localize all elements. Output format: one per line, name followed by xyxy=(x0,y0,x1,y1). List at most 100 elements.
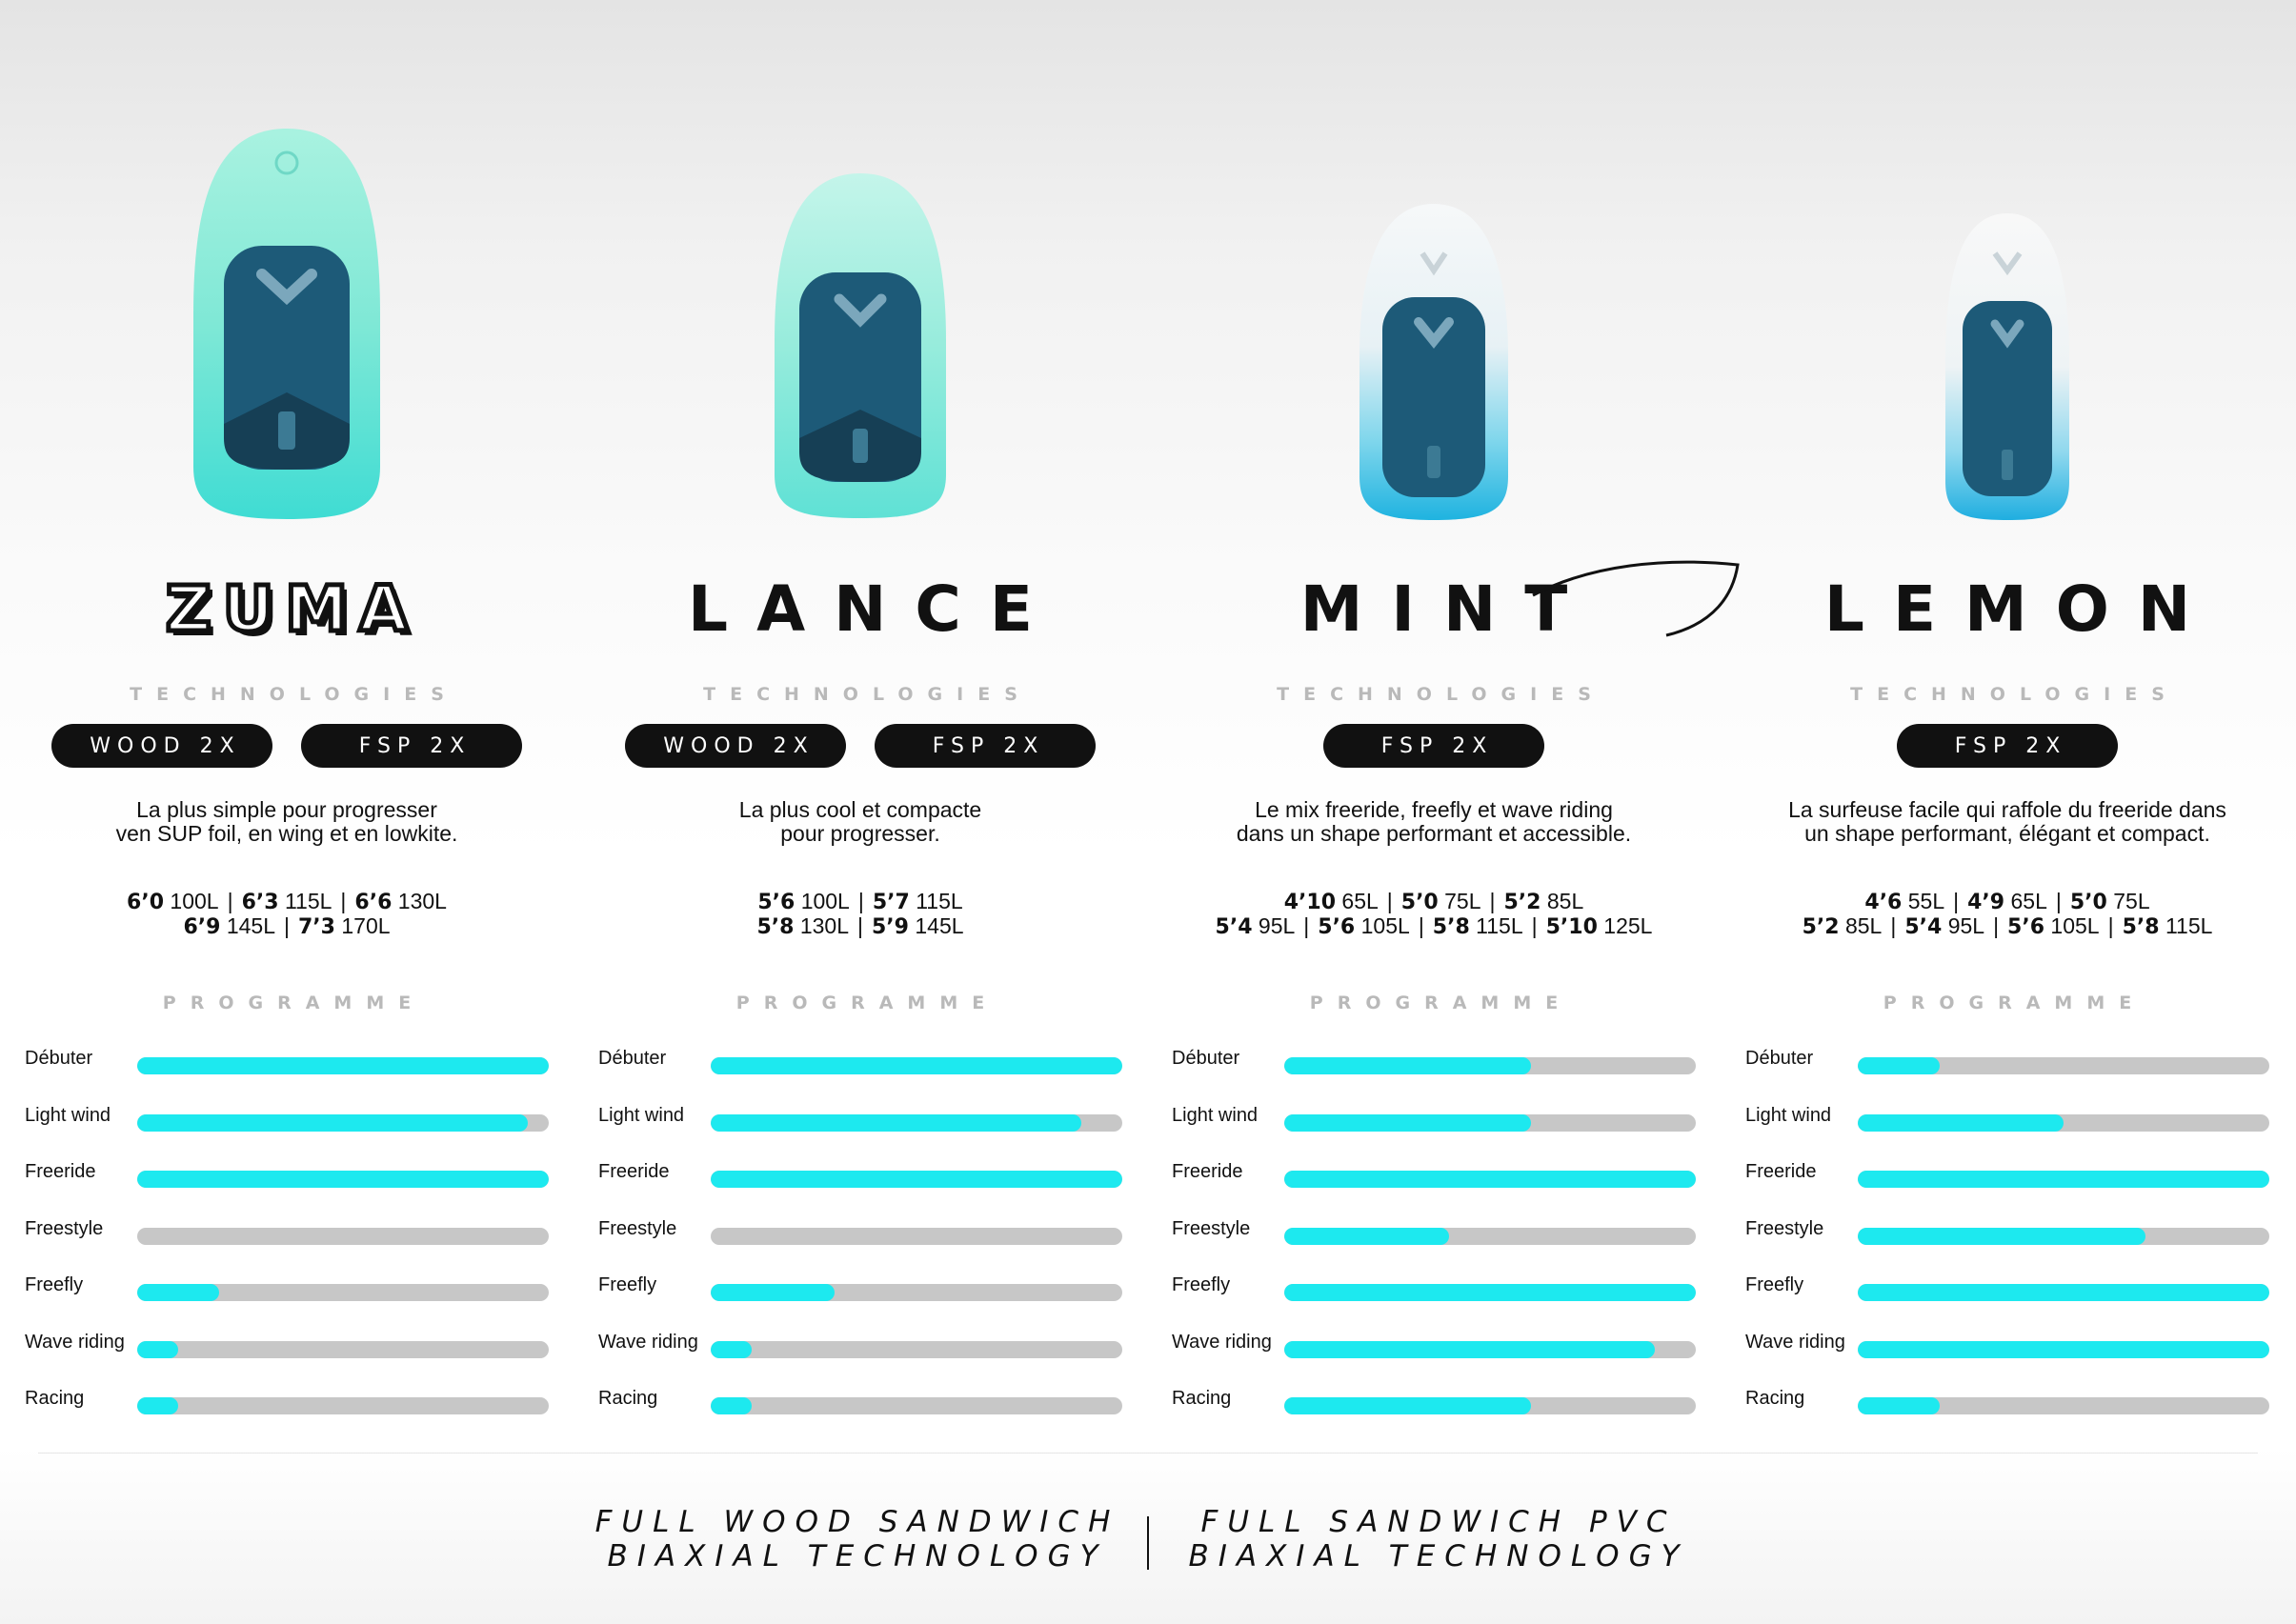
programme-bar-fill xyxy=(711,1397,753,1414)
description-line: La plus simple pour progresser xyxy=(136,797,437,822)
programme-bar-fill xyxy=(1284,1340,1655,1358)
sizes-line: 5’8 130L | 5’9 145L xyxy=(756,913,964,939)
programme-row: Light wind xyxy=(574,1101,1147,1139)
programme-row: Freeride xyxy=(0,1157,574,1195)
programme-bar-track xyxy=(137,1113,549,1132)
board-sizes: 4’6 55L | 4’9 65L | 5’0 75L 5’2 85L | 5’4 95L |… xyxy=(1721,890,2294,939)
programme-bar-fill xyxy=(711,1284,835,1301)
programme-row: Débuter xyxy=(1721,1044,2294,1082)
programme-row: Freestyle xyxy=(0,1214,574,1253)
programme-bar-track xyxy=(137,1227,549,1245)
programme-bar-track xyxy=(1284,1284,1696,1301)
tech-badge-wood-2x: WOOD 2X xyxy=(625,724,846,768)
technologies-list: WOOD 2X FSP 2X xyxy=(574,724,1147,768)
programme-bar-track xyxy=(1284,1227,1696,1245)
programme-bar-track xyxy=(1284,1113,1696,1132)
programme-label: PROGRAMME xyxy=(162,992,426,1013)
tech-badge-fsp-2x: FSP 2X xyxy=(1323,724,1544,768)
programme-row: Freeride xyxy=(574,1157,1147,1195)
programme-bar-fill xyxy=(711,1171,1122,1188)
board-lance-graphic xyxy=(775,173,946,518)
footer-line: FULL SANDWICH PVC xyxy=(1200,1505,1677,1539)
programme-label: PROGRAMME xyxy=(1309,992,1573,1013)
size-length: 4’6 xyxy=(1864,891,1903,914)
size-volume: 100L xyxy=(800,889,850,913)
programme-category-label: Freestyle xyxy=(1745,1217,1824,1239)
programme-row: Wave riding xyxy=(1147,1328,1721,1366)
programme-category-label: Wave riding xyxy=(1172,1331,1272,1353)
size-length: 4’9 xyxy=(1967,891,2005,914)
programme-bar-track xyxy=(1284,1340,1696,1358)
technologies-list: WOOD 2X FSP 2X xyxy=(0,724,574,768)
size-length: 6’6 xyxy=(354,891,393,914)
board-description: La plus simple pour progresser ven SUP f… xyxy=(19,798,554,846)
programme-bar-fill xyxy=(1284,1227,1449,1245)
programme-category-label: Débuter xyxy=(598,1048,667,1069)
size-length: 5’8 xyxy=(756,915,795,939)
programme-bar-track xyxy=(137,1057,549,1074)
sizes-line: 5’4 95L | 5’6 105L | 5’8 115L | 5’10 125L xyxy=(1215,913,1653,939)
programme-category-label: Freefly xyxy=(25,1274,84,1295)
sizes-line: 5’6 100L | 5’7 115L xyxy=(757,889,963,914)
technologies-list: FSP 2X xyxy=(1721,724,2294,768)
sizes-line: 6’0 100L | 6’3 115L | 6’6 130L xyxy=(127,889,447,914)
size-volume: 85L xyxy=(1546,889,1584,913)
programme-bar-track xyxy=(1858,1397,2269,1414)
board-sizes: 6’0 100L | 6’3 115L | 6’6 130L 6’9 145L | 7’3 … xyxy=(0,890,574,939)
sizes-line: 4’6 55L | 4’9 65L | 5’0 75L xyxy=(1864,889,2150,914)
board-mint-graphic xyxy=(1359,204,1508,520)
programme-bar-track xyxy=(1858,1227,2269,1245)
programme-bar-fill xyxy=(1858,1171,2269,1188)
size-volume: 125L xyxy=(1603,913,1653,938)
programme-bar-track xyxy=(1858,1057,2269,1074)
size-volume: 105L xyxy=(1360,913,1410,938)
programme-bar-fill xyxy=(137,1284,220,1301)
size-length: 5’6 xyxy=(2007,915,2045,939)
programme-row: Freefly xyxy=(0,1271,574,1309)
programme-category-label: Débuter xyxy=(25,1048,93,1069)
programme-bar-fill xyxy=(137,1171,549,1188)
footer-pvc-sandwich: FULL SANDWICH PVC BIAXIAL TECHNOLOGY xyxy=(1172,1505,1705,1574)
size-volume: 95L xyxy=(1258,913,1296,938)
board-sizes: 4’10 65L | 5’0 75L | 5’2 85L 5’4 95L | 5’6 105… xyxy=(1147,890,1721,939)
size-volume: 85L xyxy=(1844,913,1883,938)
programme-row: Freefly xyxy=(574,1271,1147,1309)
board-image-mint xyxy=(1147,200,1721,524)
size-length: 5’7 xyxy=(872,891,910,914)
programme-category-label: Freestyle xyxy=(1172,1217,1251,1239)
programme-row: Débuter xyxy=(0,1044,574,1082)
programme-bar-fill xyxy=(1284,1171,1696,1188)
description-line: pour progresser. xyxy=(780,821,940,846)
programme-row: Wave riding xyxy=(1721,1328,2294,1366)
programme-bar-track xyxy=(1858,1284,2269,1301)
programme-category-label: Freeride xyxy=(1172,1161,1243,1182)
programme-bar-track xyxy=(711,1284,1122,1301)
sizes-line: 6’9 145L | 7’3 170L xyxy=(183,913,391,939)
programme-bar-fill xyxy=(711,1057,1122,1074)
size-volume: 170L xyxy=(341,913,391,938)
programme-bar-track xyxy=(711,1397,1122,1414)
programme-row: Racing xyxy=(0,1384,574,1422)
description-line: Le mix freeride, freefly et wave riding xyxy=(1255,797,1613,822)
programme-category-label: Wave riding xyxy=(598,1331,698,1353)
programme-bar-track xyxy=(1858,1113,2269,1132)
board-column-lance: LANCE TECHNOLOGIES WOOD 2X FSP 2X La plu… xyxy=(574,0,1147,1448)
programme-bar-fill xyxy=(137,1397,179,1414)
technologies-label: TECHNOLOGIES xyxy=(703,684,1032,705)
programme-row: Racing xyxy=(1721,1384,2294,1422)
programme-category-label: Racing xyxy=(25,1388,85,1409)
programme-bar-track xyxy=(711,1113,1122,1132)
board-name-lance: LANCE xyxy=(688,572,1061,646)
size-length: 6’0 xyxy=(127,891,165,914)
board-column-lemon: LEMON TECHNOLOGIES FSP 2X La surfeuse fa… xyxy=(1721,0,2294,1448)
programme-bar-track xyxy=(137,1397,549,1414)
programme-row: Freeride xyxy=(1721,1157,2294,1195)
programme-row: Wave riding xyxy=(0,1328,574,1366)
size-length: 6’3 xyxy=(241,891,279,914)
size-length: 5’6 xyxy=(757,891,796,914)
programme-bar-fill xyxy=(1858,1057,1941,1074)
programme-category-label: Freefly xyxy=(598,1274,657,1295)
size-volume: 145L xyxy=(915,913,964,938)
size-length: 5’8 xyxy=(1432,915,1470,939)
size-volume: 75L xyxy=(1444,889,1481,913)
